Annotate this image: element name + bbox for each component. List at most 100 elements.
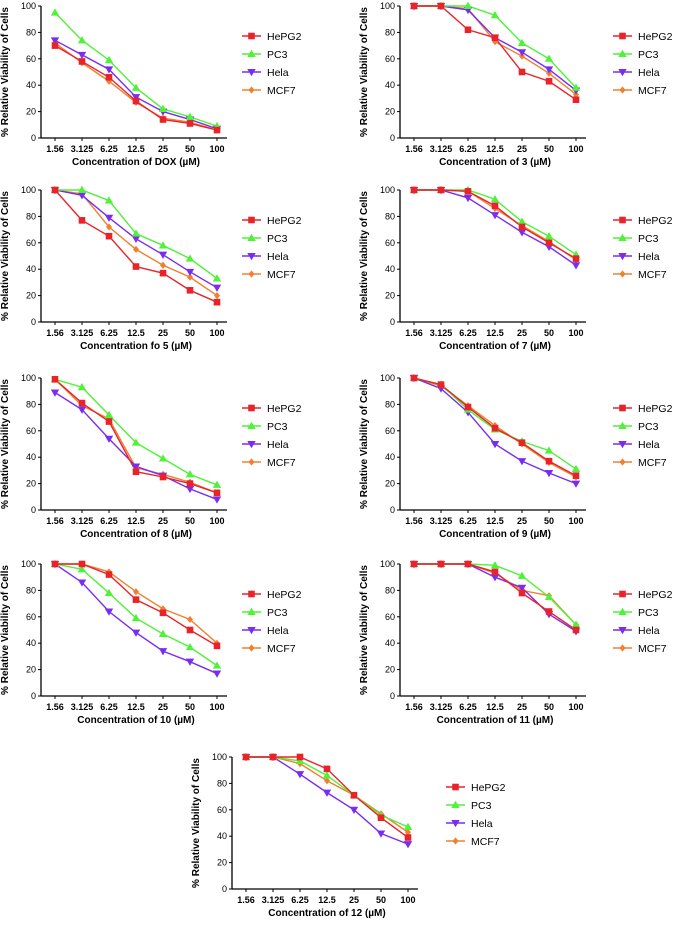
data-point-hela [544,470,554,478]
legend-label: PC3 [638,49,659,61]
data-point-hela [131,463,141,471]
x-tick-label: 12.5 [486,144,504,154]
legend: HePG2 PC3 Hela MCF7 [613,403,673,469]
y-tick-label: 80 [385,211,395,221]
x-tick-label: 25 [349,895,359,905]
x-tick-label: 50 [544,144,554,154]
x-tick-label: 1.56 [46,516,64,526]
legend-label: HePG2 [638,589,673,601]
data-point-hepg2 [51,376,59,383]
legend-label: HePG2 [267,589,302,601]
legend-marker-hela [247,441,256,449]
x-tick-label: 1.56 [405,328,423,338]
data-point-mcf7 [187,615,193,624]
x-tick-label: 25 [517,702,527,712]
x-axis-title: Concentration of 7 (µM) [439,341,551,352]
legend-label: HePG2 [267,403,302,415]
legend-marker-pc3 [247,233,256,241]
data-point-pc3 [463,1,473,9]
legend-label: MCF7 [638,643,667,655]
legend-marker-hela [618,69,627,77]
data-point-hela [131,94,141,102]
data-point-hela [77,192,87,200]
data-point-pc3 [131,83,141,91]
x-tick-label: 12.5 [486,702,504,712]
data-point-pc3 [185,254,195,262]
y-tick-label: 60 [26,54,36,64]
data-point-hela [517,49,527,57]
x-tick-label: 1.56 [405,144,423,154]
x-axis-title: Concentration of 11 (µM) [437,715,554,726]
data-point-mcf7 [214,292,220,300]
legend: HePG2 PC3 Hela MCF7 [242,403,302,469]
x-tick-label: 6.25 [100,516,118,526]
legend-label: PC3 [267,421,288,433]
legend: HePG2 PC3 Hela MCF7 [613,215,673,281]
data-point-hepg2 [410,2,418,10]
y-tick-label: 0 [390,133,395,143]
data-point-hepg2 [213,642,221,650]
y-tick-label: 100 [380,373,395,383]
y-tick-label: 100 [21,373,36,383]
data-point-hepg2 [545,457,553,465]
legend-label: PC3 [267,233,288,245]
x-tick-label: 50 [544,702,554,712]
legend-marker-hela [618,627,627,635]
legend-marker-mcf7 [619,270,626,278]
data-point-hepg2 [377,814,385,822]
chart-panel-3: 0 20 40 60 80 100 1.56 3.125 6.25 12.5 25 50 100 Conc… [0,185,302,352]
data-point-pc3 [517,38,527,46]
data-point-pc3 [77,565,87,573]
data-point-mcf7 [106,223,112,231]
legend-marker-pc3 [247,607,256,615]
data-point-pc3 [212,661,222,669]
data-point-pc3 [158,454,168,462]
x-tick-label: 3.125 [71,144,94,154]
x-tick-label: 50 [544,516,554,526]
data-point-hela [463,194,473,203]
data-point-hepg2 [572,472,580,479]
x-tick-label: 1.56 [405,702,423,712]
data-point-pc3 [544,592,554,600]
y-tick-label: 0 [31,133,36,143]
data-point-hepg2 [159,609,167,617]
legend-marker-mcf7 [619,458,626,466]
x-tick-label: 3.125 [71,328,94,338]
data-point-pc3 [158,104,168,112]
y-tick-label: 80 [26,399,36,409]
chart-panel-2: 0 20 40 60 80 100 1.56 3.125 6.25 12.5 25 50 100 Conc… [359,1,673,168]
y-tick-label: 80 [217,778,227,788]
legend-marker-pc3 [618,421,627,429]
legend: HePG2 PC3 Hela MCF7 [613,31,673,97]
x-tick-label: 6.25 [100,328,118,338]
y-tick-label: 40 [385,80,395,90]
y-tick-label: 80 [385,27,395,37]
data-point-hepg2 [132,263,140,270]
y-tick-label: 80 [26,585,36,595]
chart-panel-9: 0 20 40 60 80 100 1.56 3.125 6.25 12.5 25 50 100 Conc… [191,752,506,919]
data-point-hela [50,37,60,45]
x-axis-title: Concentration of 8 (µM) [80,529,192,540]
data-point-hela [212,670,222,678]
legend: HePG2 PC3 Hela MCF7 [242,215,302,281]
data-point-hepg2 [132,97,140,105]
x-tick-label: 100 [568,702,583,712]
data-point-hela [571,480,581,488]
data-point-pc3 [517,571,527,579]
data-point-pc3 [212,480,222,488]
data-point-hela [295,771,305,779]
legend-marker-mcf7 [619,86,626,94]
data-point-hela [104,435,114,443]
data-point-pc3 [490,561,500,569]
x-tick-label: 3.125 [430,516,453,526]
x-tick-label: 6.25 [459,702,477,712]
legend-marker-pc3 [247,421,256,429]
data-point-pc3 [490,11,500,19]
series-line-hepg2 [414,5,577,101]
legend-marker-mcf7 [248,644,255,652]
data-point-hela [571,262,581,270]
data-point-hepg2 [323,765,331,773]
legend-label: Hela [471,818,493,830]
data-point-hepg2 [545,608,553,615]
